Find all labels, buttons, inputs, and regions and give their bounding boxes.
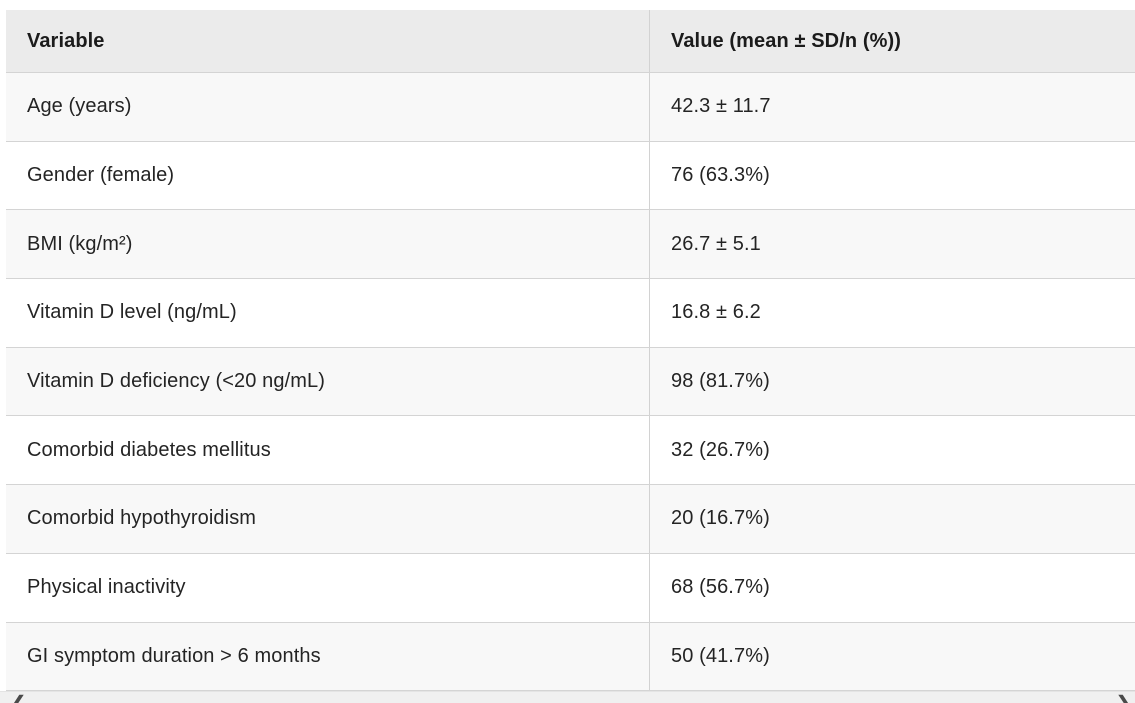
value-cell: 32 (26.7%)	[649, 416, 1135, 485]
table-row: Comorbid hypothyroidism 20 (16.7%)	[6, 485, 1135, 554]
column-header-variable: Variable	[27, 29, 105, 52]
variable-cell: Vitamin D deficiency (<20 ng/mL)	[27, 370, 325, 393]
value-cell: 50 (41.7%)	[649, 622, 1135, 691]
variable-cell: BMI (kg/m²)	[27, 232, 133, 255]
value-cell: 68 (56.7%)	[649, 553, 1135, 622]
table-header-row: Variable Value (mean ± SD/n (%))	[6, 10, 1135, 73]
value-cell: 76 (63.3%)	[649, 141, 1135, 210]
value-cell: 16.8 ± 6.2	[649, 279, 1135, 347]
variable-cell: Physical inactivity	[27, 576, 186, 599]
table-row: Vitamin D deficiency (<20 ng/mL) 98 (81.…	[6, 347, 1135, 417]
table-row: Vitamin D level (ng/mL) 16.8 ± 6.2	[6, 279, 1135, 348]
variable-cell: Gender (female)	[27, 164, 175, 187]
scroll-left-icon[interactable]: ❮	[10, 694, 27, 703]
variable-cell: Age (years)	[27, 95, 132, 118]
table-row: Physical inactivity 68 (56.7%)	[6, 553, 1135, 623]
value-cell: 98 (81.7%)	[649, 347, 1135, 416]
value-cell: 20 (16.7%)	[649, 485, 1135, 553]
characteristics-table: Variable Value (mean ± SD/n (%)) Age (ye…	[6, 10, 1135, 692]
value-cell: 42.3 ± 11.7	[649, 73, 1135, 141]
scroll-right-icon[interactable]: ❯	[1115, 694, 1132, 703]
variable-cell: Comorbid hypothyroidism	[27, 507, 257, 530]
column-header-value: Value (mean ± SD/n (%))	[649, 10, 1135, 72]
table-body: Age (years) 42.3 ± 11.7 Gender (female) …	[6, 73, 1135, 692]
table-row: BMI (kg/m²) 26.7 ± 5.1	[6, 210, 1135, 280]
variable-cell: GI symptom duration > 6 months	[27, 644, 321, 667]
value-cell: 26.7 ± 5.1	[649, 210, 1135, 279]
table-row: Gender (female) 76 (63.3%)	[6, 141, 1135, 211]
table-scroll-track	[0, 691, 1135, 703]
variable-cell: Vitamin D level (ng/mL)	[27, 301, 237, 324]
table-row: GI symptom duration > 6 months 50 (41.7%…	[6, 622, 1135, 692]
table-row: Age (years) 42.3 ± 11.7	[6, 73, 1135, 142]
variable-cell: Comorbid diabetes mellitus	[27, 438, 271, 461]
table-row: Comorbid diabetes mellitus 32 (26.7%)	[6, 416, 1135, 486]
